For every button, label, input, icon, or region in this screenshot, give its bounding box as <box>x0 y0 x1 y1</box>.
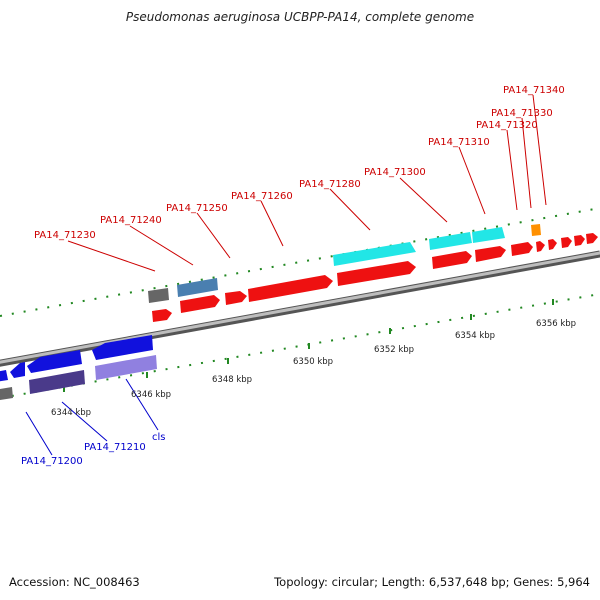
gene-indigo <box>29 370 85 394</box>
gene-label: PA14_71240 <box>100 215 162 226</box>
gene-label: PA14_71280 <box>299 179 361 190</box>
gene-label: PA14_71300 <box>364 167 426 178</box>
gene-cls <box>95 355 157 380</box>
gene-PA14_71200 <box>10 362 25 378</box>
gene-PA14_71260 <box>248 275 333 302</box>
gene-small-1 <box>548 239 557 250</box>
tick-label: 6350 kbp <box>293 357 333 367</box>
gene-label: PA14_71320 <box>476 120 538 131</box>
gene-orange <box>531 224 541 236</box>
gene-small-4 <box>586 233 598 244</box>
gene-PA14_71230 <box>152 309 172 322</box>
gene-label: cls <box>152 432 166 443</box>
map-title: Pseudomonas aeruginosa UCBPP-PA14, compl… <box>125 10 475 24</box>
leader-lines-reverse <box>25 378 159 456</box>
gene-PA14_71240 <box>180 295 220 313</box>
tick-label: 6356 kbp <box>536 319 576 329</box>
gene-small-2 <box>561 237 572 248</box>
accession-label: Accession: NC_008463 <box>9 575 140 589</box>
leader-lines-forward <box>67 94 547 272</box>
gene-steelblue <box>177 278 218 297</box>
gene-labels-forward: PA14_71230 PA14_71240 PA14_71250 PA14_71… <box>34 85 565 241</box>
scale-tick-labels: 6344 kbp 6346 kbp 6348 kbp 6350 kbp 6352… <box>51 319 576 418</box>
tick-label: 6348 kbp <box>212 375 252 385</box>
tick-label: 6352 kbp <box>374 345 414 355</box>
gene-label: PA14_71210 <box>84 442 146 453</box>
gene-label: PA14_71260 <box>231 191 293 202</box>
gene-label: PA14_71310 <box>428 137 490 148</box>
major-ticks <box>63 299 554 392</box>
gene-PA14_71320 <box>511 242 533 256</box>
gene-cyan-2 <box>429 232 472 250</box>
gene-small-3 <box>574 235 585 246</box>
gene-PA14_71330 <box>536 241 545 252</box>
gene-PA14_71300 <box>432 251 472 269</box>
gene-cyan-1 <box>333 242 416 266</box>
gene-PA14_71310 <box>475 246 506 262</box>
tick-label: 6346 kbp <box>131 390 171 400</box>
gene-label: PA14_71230 <box>34 230 96 241</box>
gene-label: PA14_71200 <box>21 456 83 467</box>
gene-label: PA14_71330 <box>491 108 553 119</box>
gene-gray-outer <box>148 288 169 303</box>
gene-gray-inner <box>0 387 13 400</box>
gene-cyan-3 <box>472 227 505 243</box>
tick-label: 6344 kbp <box>51 408 91 418</box>
outer-genes <box>148 224 541 303</box>
reverse-genes <box>0 335 157 400</box>
tick-label: 6354 kbp <box>455 331 495 341</box>
genome-summary: Topology: circular; Length: 6,537,648 bp… <box>274 575 590 589</box>
forward-genes <box>152 233 598 322</box>
gene-PA14_71250 <box>225 291 247 305</box>
gene-PA14_71280 <box>337 261 416 286</box>
gene-blue-2 <box>27 350 82 373</box>
gene-label: PA14_71340 <box>503 85 565 96</box>
gene-labels-reverse: PA14_71200 PA14_71210 cls <box>21 432 166 467</box>
backbone <box>0 250 600 367</box>
gene-blue-edge <box>0 370 8 382</box>
gene-PA14_71210 <box>92 335 153 360</box>
tick-row-outer-top <box>0 207 600 317</box>
gene-label: PA14_71250 <box>166 203 228 214</box>
